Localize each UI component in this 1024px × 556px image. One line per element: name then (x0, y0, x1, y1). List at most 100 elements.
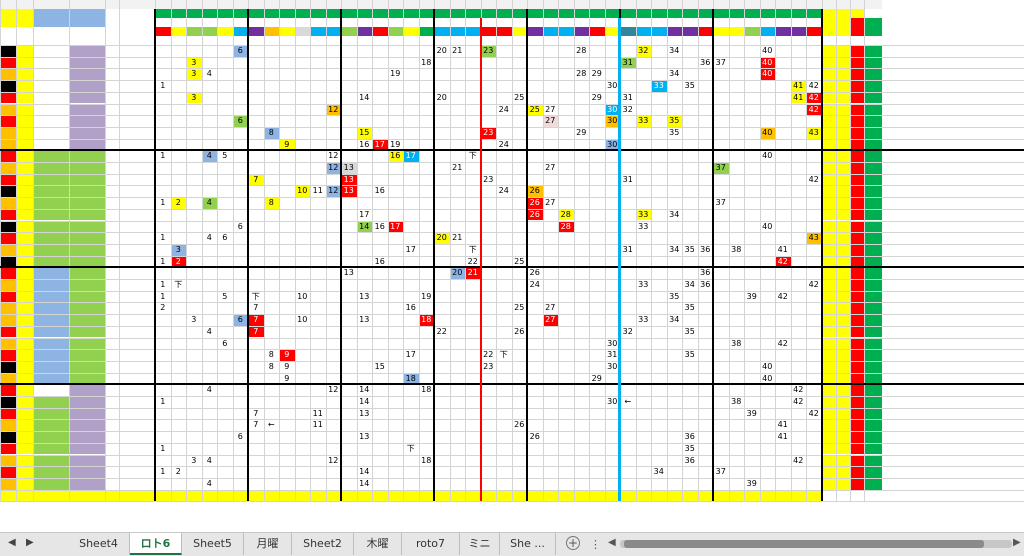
grid-number-cell[interactable]: 下 (174, 280, 183, 289)
row-count-ba[interactable] (863, 302, 882, 315)
grid-number-cell[interactable]: 34 (669, 315, 680, 325)
row-month-b[interactable] (16, 138, 33, 151)
tab-monday[interactable]: 月曜 (244, 533, 292, 555)
row-old-date[interactable] (69, 407, 105, 420)
grid-number-cell[interactable]: 15 (374, 361, 385, 371)
grid-number-cell[interactable]: 17 (359, 209, 370, 219)
row-month-a[interactable] (0, 337, 16, 350)
row-count-az[interactable] (849, 431, 864, 443)
row-old-date[interactable] (69, 290, 105, 303)
row-count-az[interactable] (849, 162, 864, 174)
grid-number-cell[interactable]: 41 (790, 80, 806, 92)
row-count-ax[interactable] (821, 138, 836, 151)
row-month-a[interactable] (0, 91, 16, 104)
row-month-b[interactable] (16, 442, 33, 455)
grid-number-cell[interactable]: 13 (359, 432, 370, 442)
row-count-az[interactable] (849, 185, 864, 198)
grid-number-cell[interactable]: 26 (514, 326, 525, 336)
grid-number-cell[interactable]: 13 (341, 162, 357, 174)
row-period[interactable] (105, 68, 119, 80)
grid-number-cell[interactable]: 17 (405, 350, 416, 360)
grid-number-cell[interactable]: 22 (467, 256, 478, 266)
row-draw-number[interactable] (119, 443, 155, 455)
grid-number-cell[interactable]: 32 (622, 326, 633, 336)
row-old-date[interactable] (69, 185, 105, 198)
tab-scroll-next-icon[interactable]: ▶ (26, 537, 34, 548)
grid-number-cell[interactable]: 40 (762, 361, 773, 371)
row-date[interactable] (33, 360, 69, 373)
grid-number-cell[interactable]: 41 (777, 432, 788, 442)
row-count-ax[interactable] (821, 267, 836, 279)
grid-number-cell[interactable]: 37 (713, 162, 729, 174)
grid-number-cell[interactable]: 37 (715, 57, 726, 67)
row-month-a[interactable] (0, 150, 16, 162)
row-old-date[interactable] (69, 162, 105, 174)
row-month-a[interactable] (0, 232, 16, 244)
row-count-ay[interactable] (835, 138, 850, 151)
row-period[interactable] (105, 455, 119, 467)
grid-number-cell[interactable]: 9 (284, 373, 290, 383)
grid-number-cell[interactable]: 14 (359, 92, 370, 102)
grid-number-cell[interactable]: 19 (390, 69, 401, 79)
row-count-az[interactable] (849, 91, 864, 104)
column-header-ao[interactable] (682, 0, 698, 9)
grid-number-cell[interactable]: 35 (684, 443, 695, 453)
row-draw-number[interactable] (119, 244, 155, 256)
header-number-7[interactable] (248, 27, 264, 36)
row-period[interactable] (105, 150, 119, 162)
grid-number-cell[interactable]: 26 (527, 185, 543, 198)
row-old-date[interactable] (69, 173, 105, 186)
column-header-as[interactable] (744, 0, 760, 9)
column-header-o[interactable] (279, 0, 295, 9)
row-old-date[interactable] (69, 279, 105, 291)
row-date[interactable] (33, 477, 69, 490)
row-month-a[interactable] (0, 407, 16, 420)
grid-number-cell[interactable]: 8 (268, 361, 274, 371)
row-month-a[interactable] (0, 103, 16, 116)
grid-number-cell[interactable]: 34 (669, 69, 680, 79)
row-month-a[interactable] (0, 360, 16, 373)
row-month-a[interactable] (0, 325, 16, 338)
tab-mini[interactable]: ミニ (460, 533, 500, 555)
row-period[interactable] (105, 478, 119, 490)
row-count-az[interactable] (849, 173, 864, 186)
row-count-ay[interactable] (835, 80, 850, 92)
grid-number-cell[interactable]: 8 (263, 197, 279, 209)
grid-number-cell[interactable]: 27 (545, 303, 556, 313)
footer-number[interactable] (806, 489, 822, 502)
header-number-18[interactable] (418, 27, 434, 36)
row-count-ay[interactable] (835, 45, 850, 57)
row-count-ay[interactable] (835, 325, 850, 338)
row-month-a[interactable] (0, 243, 16, 256)
row-count-ax[interactable] (821, 349, 836, 361)
grid-number-cell[interactable]: 1 (160, 81, 166, 91)
row-month-a[interactable] (0, 396, 16, 408)
row-period[interactable] (105, 232, 119, 244)
row-month-a[interactable] (0, 279, 16, 291)
row-period[interactable] (105, 349, 119, 361)
grid-number-cell[interactable]: 23 (480, 45, 496, 57)
footer-date[interactable] (33, 489, 69, 502)
grid-number-cell[interactable]: 10 (294, 185, 310, 198)
horizontal-scroll-thumb[interactable] (624, 540, 984, 548)
row-period[interactable] (105, 221, 119, 233)
row-count-ay[interactable] (835, 360, 850, 373)
column-header-at[interactable] (759, 0, 775, 9)
tab-overflow-icon[interactable]: ⋮ (590, 538, 601, 551)
row-draw-number[interactable] (119, 209, 155, 221)
row-count-az[interactable] (849, 337, 864, 350)
grid-number-cell[interactable]: 12 (328, 151, 339, 161)
header-number-16[interactable] (387, 27, 403, 36)
row-month-b[interactable] (16, 290, 33, 303)
grid-number-cell[interactable]: 4 (206, 326, 212, 336)
row-count-ay[interactable] (835, 103, 850, 116)
grid-number-cell[interactable]: 下 (251, 291, 260, 301)
grid-number-cell[interactable]: 19 (421, 291, 432, 301)
grid-number-cell[interactable]: 13 (343, 268, 354, 278)
footer-number[interactable] (403, 489, 419, 502)
row-count-ax[interactable] (821, 115, 836, 127)
column-header-e[interactable] (105, 0, 119, 9)
grid-number-cell[interactable]: 31 (607, 350, 618, 360)
column-header-x[interactable] (418, 0, 434, 9)
row-date[interactable] (33, 302, 69, 315)
